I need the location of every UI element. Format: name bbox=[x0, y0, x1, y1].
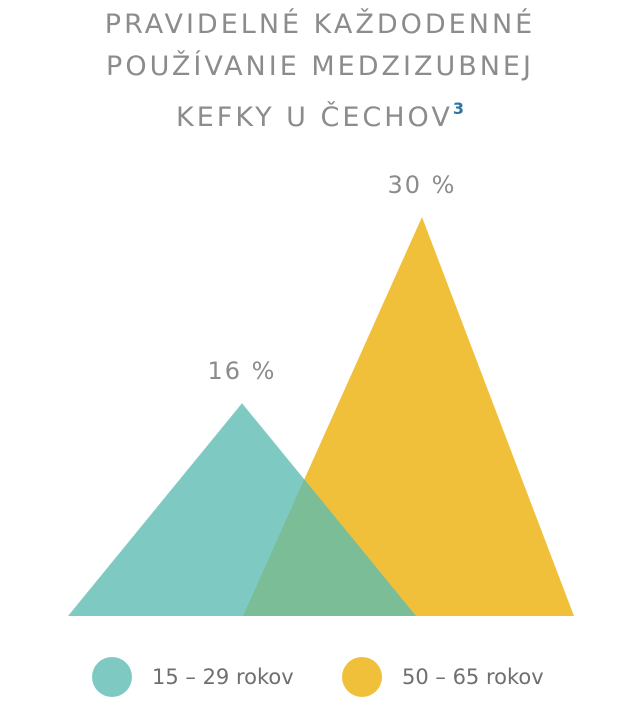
legend-item-15-29: 15 – 29 rokov bbox=[92, 656, 294, 698]
legend-label-15-29: 15 – 29 rokov bbox=[152, 665, 294, 689]
title-line-1: PRAVIDELNÉ KAŽDODENNÉ bbox=[104, 9, 536, 40]
title-line-2: POUŽÍVANIE MEDZIZUBNEJ bbox=[106, 51, 534, 82]
value-label-series-2: 30 % bbox=[388, 171, 457, 199]
chart-title: PRAVIDELNÉ KAŽDODENNÉ POUŽÍVANIE MEDZIZU… bbox=[0, 4, 640, 139]
legend-swatch-teal bbox=[92, 657, 132, 697]
legend-swatch-yellow bbox=[342, 657, 382, 697]
legend-label-50-65: 50 – 65 rokov bbox=[402, 665, 544, 689]
footnote-marker: 3 bbox=[452, 99, 464, 118]
title-line-3-text: KEFKY U ČECHOV bbox=[176, 102, 453, 133]
title-line-3: KEFKY U ČECHOV3 bbox=[0, 88, 640, 139]
chart-legend: 15 – 29 rokov 50 – 65 rokov bbox=[0, 656, 640, 698]
chart-value-labels: 16 % 30 % bbox=[208, 171, 457, 385]
chart-marks bbox=[68, 217, 574, 616]
value-label-series-1: 16 % bbox=[208, 357, 277, 385]
legend-item-50-65: 50 – 65 rokov bbox=[342, 656, 544, 698]
